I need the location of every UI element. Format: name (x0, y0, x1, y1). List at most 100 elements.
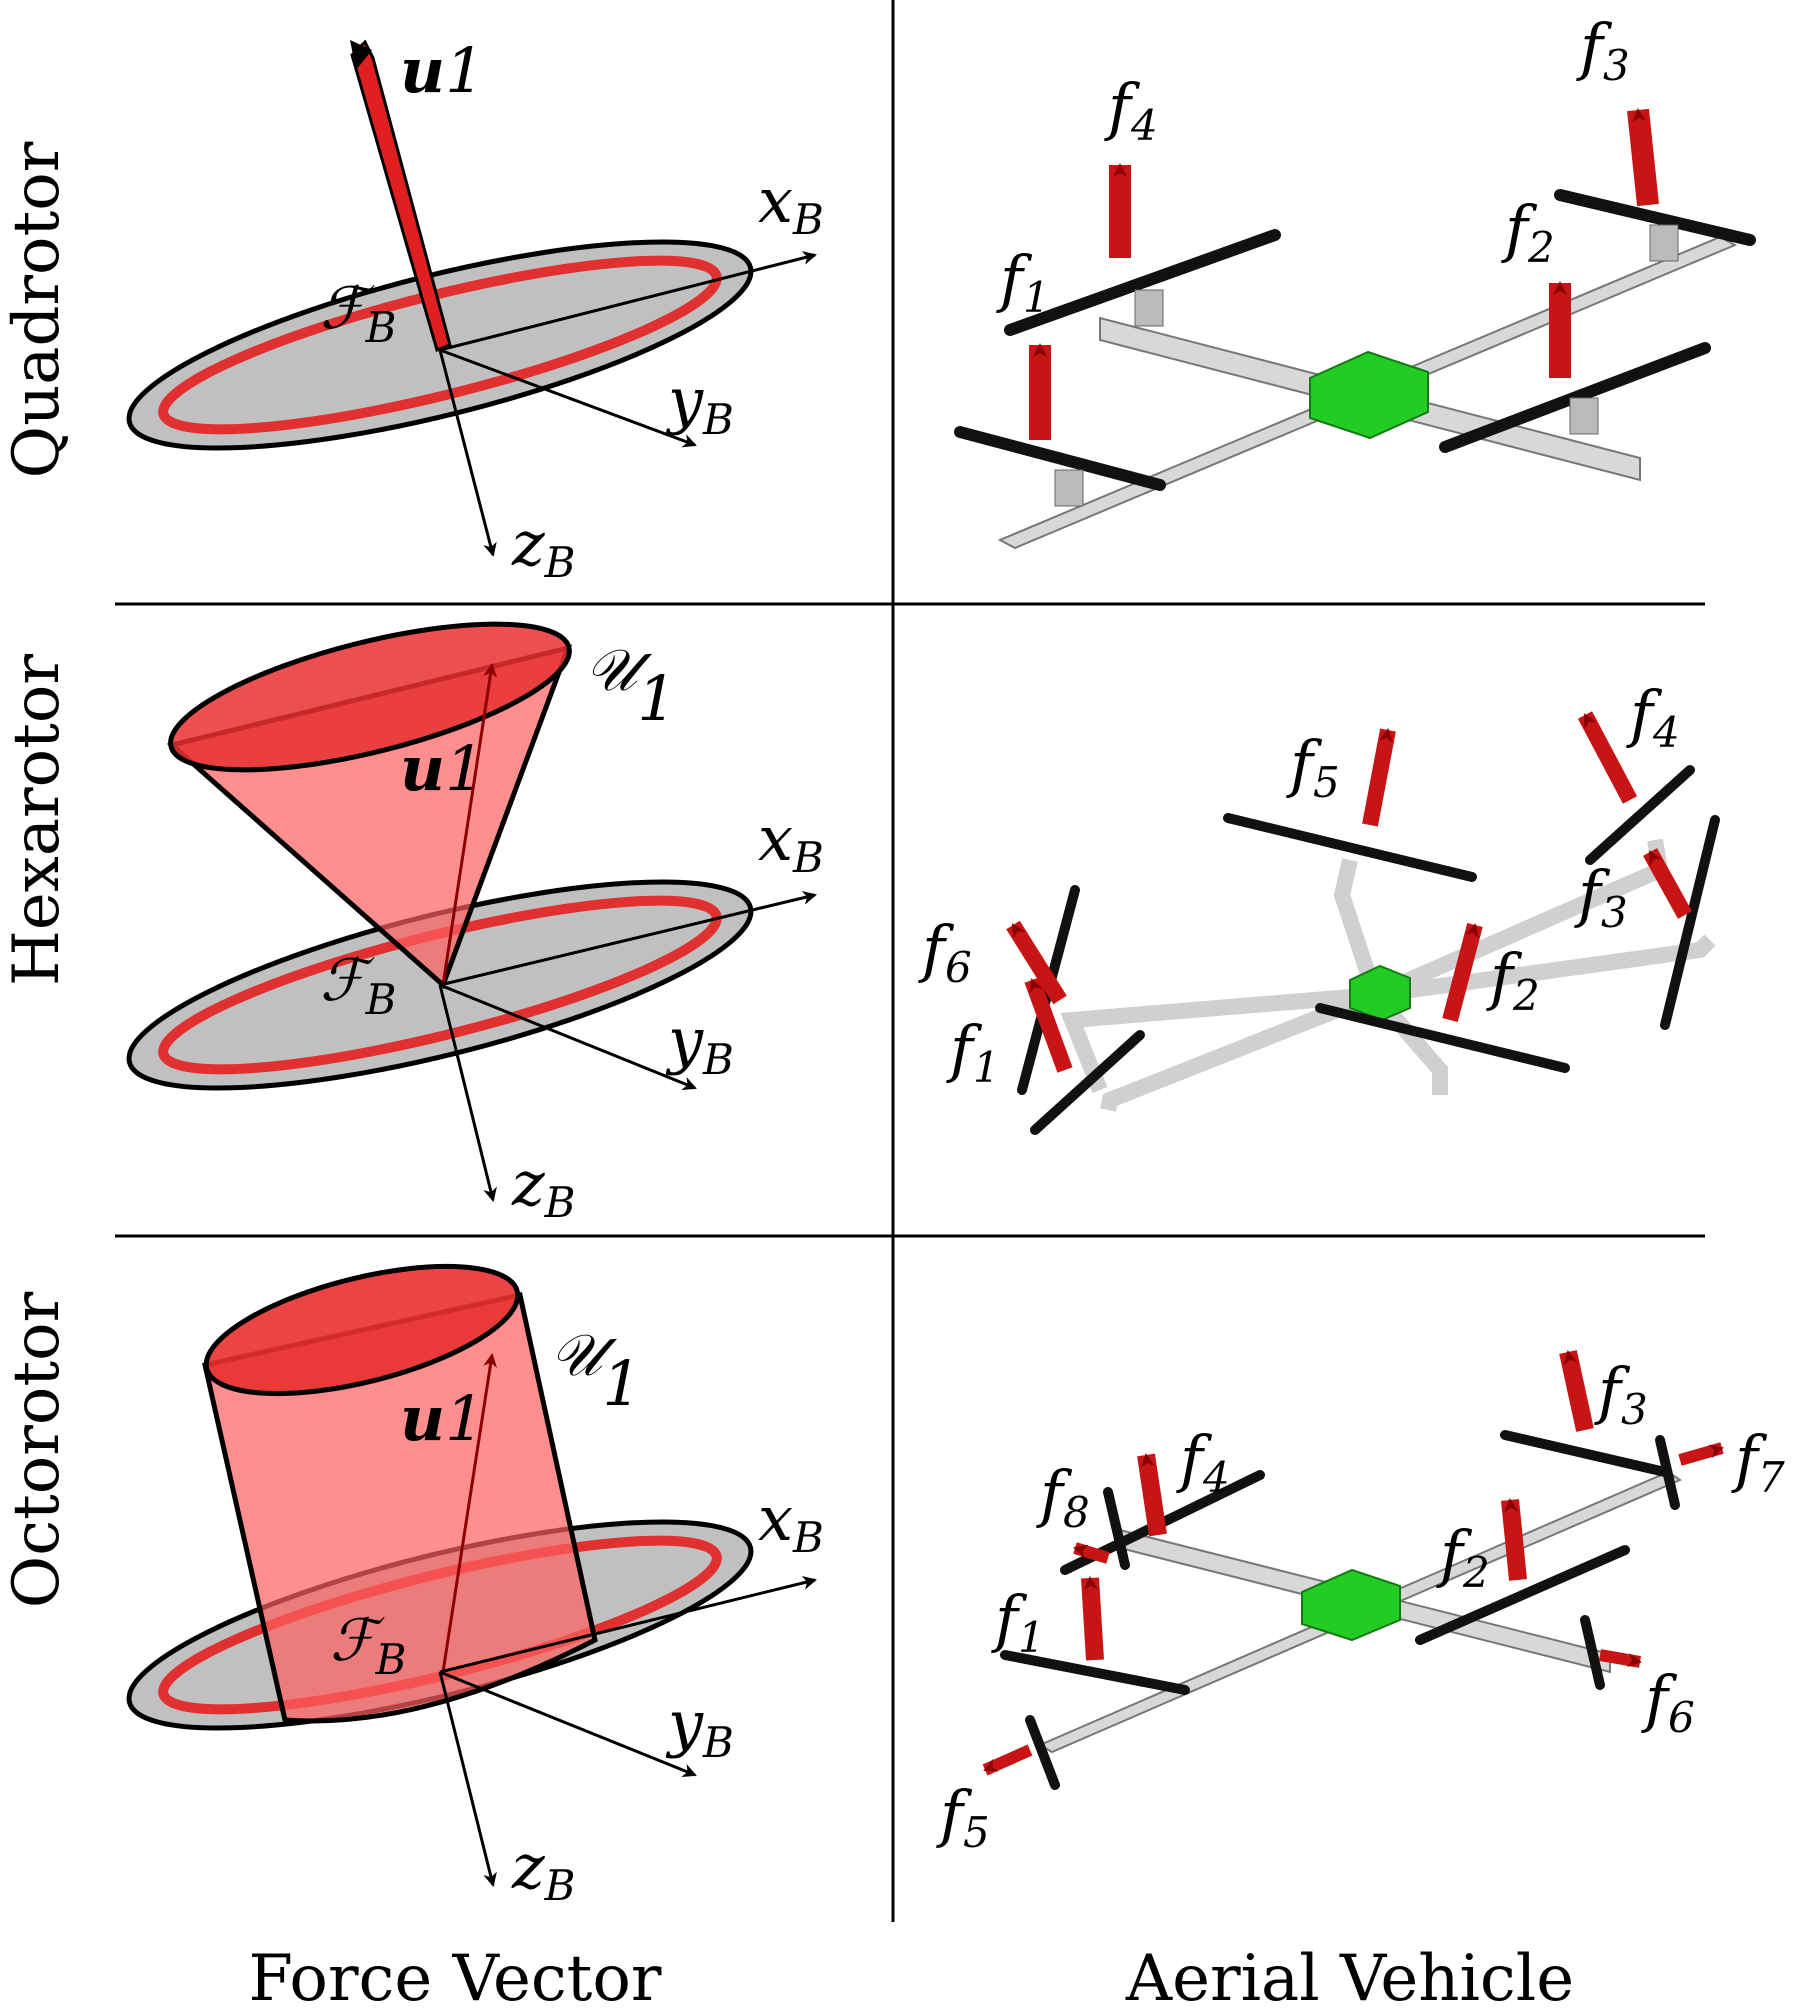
oct-vehicle: f1 f2 f3 f4 f5 f6 f7 f8 (936, 1350, 1785, 1857)
hex-set-label: 𝒰1 (585, 636, 677, 735)
quad-frame-label: ℱB (320, 274, 396, 352)
oct-prop-5 (1025, 1715, 1060, 1790)
oct-f4-label: f4 (1176, 1422, 1230, 1502)
oct-zb-label: zB (511, 1830, 576, 1910)
oct-f6-label: f6 (1641, 1662, 1695, 1742)
hex-vehicle: f1 f2 f3 f4 f5 f6 (918, 677, 1720, 1135)
hex-xb-label: xB (758, 802, 824, 882)
hex-zb-label: zB (511, 1147, 576, 1227)
quad-z-axis (438, 349, 497, 557)
hex-thrust-arrow-5 (1362, 728, 1396, 827)
hex-body (1349, 964, 1411, 1022)
hex-f6-label: f6 (918, 912, 972, 992)
oct-force-set-cylinder (202, 1292, 598, 1724)
quad-prop-1 (1004, 229, 1281, 336)
oct-f2-label: f2 (1436, 1517, 1490, 1597)
quad-force-arrowhead (350, 40, 372, 70)
hex-f2-label: f2 (1486, 940, 1540, 1020)
oct-thrust-arrow-4 (1137, 1453, 1167, 1537)
hex-arm-1 (1060, 987, 1376, 1093)
hex-prop-1 (1030, 1030, 1145, 1135)
quad-motor-2 (1569, 397, 1599, 435)
quad-f1-label: f1 (996, 242, 1050, 322)
quad-motor-3 (1649, 224, 1679, 262)
oct-f5-label: f5 (936, 1777, 990, 1857)
quad-force-diagram: u1 xB yB zB ℱB (126, 34, 824, 587)
oct-xb-label: xB (758, 1482, 824, 1562)
hex-z-axis (438, 984, 497, 1202)
quad-body (1309, 350, 1429, 440)
oct-prop-1 (1000, 1650, 1190, 1695)
hex-prop-5 (1223, 813, 1477, 882)
oct-body (1301, 1568, 1401, 1642)
hex-f1-label: f1 (946, 1012, 1000, 1092)
quad-motor-1 (1134, 289, 1164, 327)
hex-thrust-arrow-2 (1442, 922, 1483, 1023)
oct-prop-3 (1500, 1430, 1670, 1477)
oct-y-axis (439, 1670, 697, 1777)
oct-z-axis (438, 1671, 497, 1887)
column-label-aerial-vehicle: Aerial Vehicle (1125, 1942, 1574, 2016)
quad-f4-label: f4 (1104, 70, 1158, 150)
oct-f8-label: f8 (1036, 1457, 1090, 1537)
quad-force-vector-u1 (350, 39, 452, 352)
quad-zb-label: zB (511, 507, 576, 587)
hex-arm-6 (1368, 989, 1448, 1095)
oct-set-label: 𝒰1 (550, 1321, 642, 1420)
quad-motor-4 (1054, 469, 1084, 507)
hex-thrust-arrow-1 (1024, 977, 1073, 1073)
quad-f2-label: f2 (1501, 192, 1555, 272)
hex-u1-vector (441, 663, 498, 986)
quad-vehicle: f1 f2 f3 f4 (954, 10, 1756, 550)
oct-thrust-arrow-5 (982, 1744, 1033, 1776)
row-label-octorotor: Octorotor (0, 1291, 74, 1608)
hex-arm-2 (1100, 987, 1378, 1112)
hex-thrust-arrow-6 (1006, 920, 1067, 1005)
quad-x-axis (439, 251, 817, 352)
quad-prop-3 (1554, 189, 1756, 246)
oct-frame-label: ℱB (330, 1606, 406, 1684)
oct-u1-label: u1 (400, 1382, 485, 1455)
quad-f3-label: f3 (1576, 10, 1630, 90)
hex-prop-2 (1315, 1003, 1570, 1073)
oct-cylinder-top (203, 1263, 521, 1397)
hex-arm-5 (1333, 858, 1383, 998)
hex-yb-label: yB (665, 1004, 734, 1084)
hex-cone-top (168, 621, 572, 773)
hex-thrust-arrow-4 (1577, 711, 1638, 804)
oct-thrust-arrow-1 (1081, 1576, 1104, 1661)
quad-xb-label: xB (758, 164, 824, 244)
hex-u1-label: u1 (400, 732, 485, 805)
quad-u1-label: u1 (400, 34, 485, 107)
oct-prop-2 (1415, 1545, 1630, 1645)
quad-yb-label: yB (665, 364, 734, 444)
oct-force-diagram: u1 𝒰1 xB yB zB ℱB (126, 1263, 824, 1910)
oct-prop-6 (1580, 1615, 1605, 1690)
hex-prop-4 (1585, 765, 1695, 865)
oct-thrust-arrow-8 (1073, 1542, 1110, 1564)
row-label-quadrotor: Quadrotor (0, 141, 74, 478)
hex-f4-label: f4 (1626, 677, 1680, 757)
oct-prop-7 (1655, 1435, 1680, 1510)
column-label-force-vector: Force Vector (249, 1942, 662, 2016)
hex-x-axis (439, 890, 817, 987)
row-label-hexarotor: Hexarotor (0, 654, 74, 986)
oct-u1-vector (441, 1353, 498, 1673)
oct-x-axis (439, 1576, 817, 1674)
hex-y-axis (439, 983, 697, 1090)
hex-thrust-arrow-3 (1643, 848, 1692, 919)
hex-f3-label: f3 (1574, 857, 1628, 937)
oct-thrust-arrow-3 (1559, 1350, 1594, 1432)
oct-f3-label: f3 (1594, 1354, 1648, 1434)
oct-f7-label: f7 (1731, 1422, 1785, 1502)
oct-prop-8 (1103, 1487, 1130, 1570)
hex-prop-3 (1660, 815, 1720, 1030)
quad-y-axis (439, 348, 697, 448)
quad-thrust-arrow-3 (1627, 108, 1659, 207)
oct-thrust-arrow-2 (1501, 1498, 1527, 1581)
hex-arm-3 (1373, 934, 1716, 1003)
hex-f5-label: f5 (1286, 727, 1340, 807)
oct-thrust-arrow-6 (1598, 1649, 1642, 1668)
oct-f1-label: f1 (991, 1582, 1045, 1662)
